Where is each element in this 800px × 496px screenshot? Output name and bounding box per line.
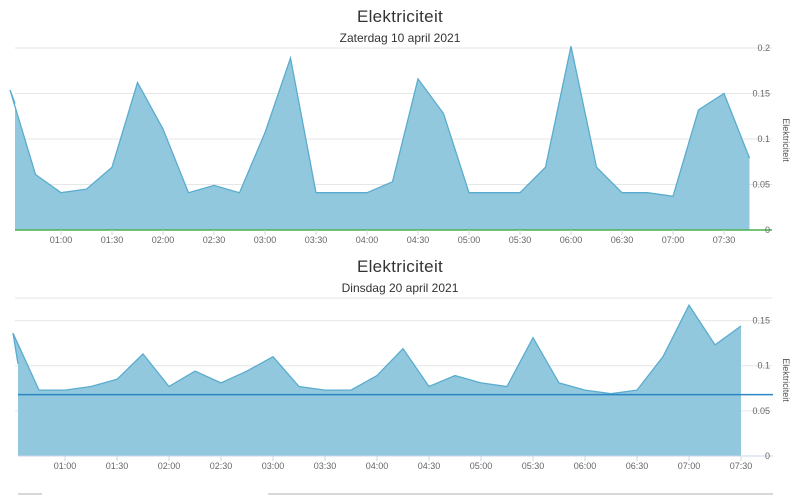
y-tick-label: 0.05 <box>752 406 770 416</box>
chart-svg: 0 0.05 0.1 0.15 0.2 Elektriciteit 01:00 01:30 02… <box>9 43 791 245</box>
x-tick-label: 05:00 <box>470 461 493 471</box>
x-tick-label: 02:30 <box>210 461 233 471</box>
x-tick-label: 05:00 <box>458 235 481 245</box>
navigator-scrollbar-track[interactable] <box>268 493 773 495</box>
x-tick-label: 02:00 <box>158 461 181 471</box>
chart-tuesday: Elektriciteit Dinsdag 20 april 2021 0 0.0… <box>0 250 800 496</box>
y-tick-label: 0.1 <box>757 134 770 144</box>
x-tick-label: 03:00 <box>262 461 285 471</box>
x-tick-label: 05:30 <box>522 461 545 471</box>
y-axis-title: Elektriciteit <box>781 358 791 402</box>
x-tick-label: 01:30 <box>101 235 124 245</box>
x-tick-label: 05:30 <box>509 235 532 245</box>
chart-svg: 0 0.05 0.1 0.15 Elektriciteit 01:00 01:30 02:00… <box>12 297 791 471</box>
x-tick-label: 03:30 <box>305 235 328 245</box>
y-tick-label: 0 <box>765 451 770 461</box>
x-tick-label: 03:00 <box>254 235 277 245</box>
y-tick-label: 0.15 <box>752 316 770 326</box>
x-tick-label: 04:30 <box>407 235 430 245</box>
y-axis-title: Elektriciteit <box>781 118 791 162</box>
x-tick-label: 03:30 <box>314 461 337 471</box>
x-tick-label: 01:30 <box>106 461 129 471</box>
x-tick-label: 01:00 <box>54 461 77 471</box>
x-tick-label: 06:00 <box>560 235 583 245</box>
x-tick-label: 06:30 <box>611 235 634 245</box>
chart-subtitle: Zaterdag 10 april 2021 <box>339 31 461 45</box>
chart-saturday: Elektriciteit Zaterdag 10 april 2021 0 0.… <box>9 7 791 245</box>
chart-title: Elektriciteit <box>356 257 444 276</box>
x-tick-label: 07:00 <box>662 235 685 245</box>
x-tick-label: 04:00 <box>356 235 379 245</box>
x-tick-label: 07:30 <box>730 461 753 471</box>
x-tick-label: 04:00 <box>366 461 389 471</box>
y-tick-label: 0.15 <box>752 89 770 99</box>
x-tick-label: 07:00 <box>678 461 701 471</box>
x-tick-label: 06:00 <box>574 461 597 471</box>
x-tick-label: 02:30 <box>203 235 226 245</box>
x-tick-label: 01:00 <box>50 235 73 245</box>
area-fill <box>10 46 750 231</box>
y-tick-label: 0.05 <box>752 180 770 190</box>
x-tick-label: 04:30 <box>418 461 441 471</box>
series-line <box>12 303 742 395</box>
navigator-scrollbar-left[interactable] <box>18 493 42 495</box>
y-tick-label: 0 <box>765 225 770 235</box>
chart-title: Elektriciteit <box>356 7 444 26</box>
series-line <box>9 46 751 198</box>
x-tick-label: 07:30 <box>713 235 736 245</box>
y-tick-label: 0.1 <box>757 361 770 371</box>
area-fill <box>13 305 741 456</box>
chart-subtitle: Dinsdag 20 april 2021 <box>341 281 459 295</box>
x-tick-label: 06:30 <box>626 461 649 471</box>
x-tick-label: 02:00 <box>152 235 175 245</box>
y-tick-label: 0.2 <box>757 43 770 53</box>
